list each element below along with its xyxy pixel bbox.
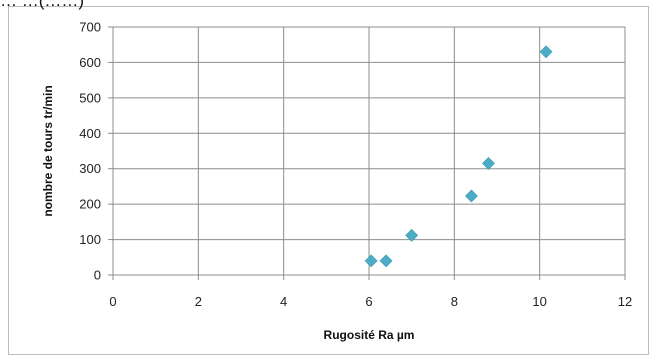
data-point: [405, 228, 419, 242]
cropped-heading-fragment: … …(……): [0, 0, 85, 10]
tick-labels: 0 100 200 300 400 500 600 700 0 2 4 6 8 10 12: [79, 20, 632, 310]
axes: [108, 26, 626, 280]
y-tick-label: 700: [79, 20, 101, 35]
x-tick-label: 4: [280, 294, 287, 309]
x-tick-label: 8: [451, 294, 458, 309]
y-tick-label: 600: [79, 55, 101, 70]
y-tick-label: 200: [79, 197, 101, 212]
chart-frame: [8, 6, 649, 355]
y-tick-label: 400: [79, 126, 101, 141]
x-tick-label: 0: [109, 294, 116, 309]
y-axis-title: nombre de tours tr/min: [41, 85, 55, 216]
data-point: [379, 254, 393, 268]
y-tick-label: 500: [79, 90, 101, 105]
x-tick-label: 2: [195, 294, 202, 309]
y-tick-label: 0: [94, 268, 101, 283]
x-axis-title: Rugosité Ra µm: [324, 328, 415, 342]
data-point: [364, 254, 378, 268]
data-point: [539, 45, 553, 59]
data-points: [364, 45, 553, 268]
data-point: [482, 156, 495, 170]
x-tick-label: 6: [365, 294, 372, 309]
gridlines: [113, 26, 626, 275]
y-tick-label: 300: [79, 161, 101, 176]
x-tick-label: 12: [618, 294, 632, 309]
data-point: [464, 189, 478, 203]
x-tick-label: 10: [532, 294, 546, 309]
y-tick-label: 100: [79, 232, 101, 247]
